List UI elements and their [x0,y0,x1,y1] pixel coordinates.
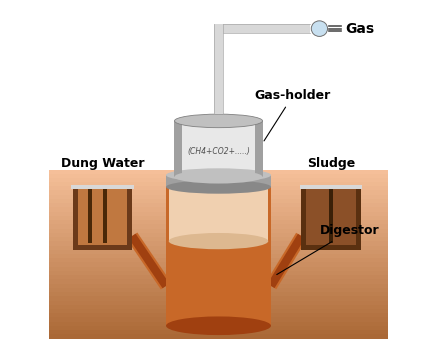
Bar [49,211,388,217]
Bar [49,326,388,332]
Ellipse shape [166,168,271,182]
Bar [49,292,388,298]
Bar [49,190,388,196]
Ellipse shape [166,174,271,193]
Bar [302,185,306,250]
Ellipse shape [311,21,328,36]
Bar [300,185,362,189]
Bar [49,169,388,175]
Bar [306,185,356,245]
Bar [49,271,388,276]
Bar [78,185,128,245]
Bar [49,284,388,289]
Bar [174,121,263,177]
Bar [49,241,388,247]
Bar [49,245,388,251]
Bar [49,199,388,205]
Bar [49,228,388,234]
Bar [49,186,388,192]
Ellipse shape [166,180,271,194]
Ellipse shape [174,114,263,128]
Bar [49,318,388,323]
Bar [166,184,271,326]
Bar [49,335,388,340]
Bar [49,313,388,319]
Text: Gas: Gas [345,22,374,36]
Bar [49,220,388,226]
Bar [169,184,268,241]
Text: Dung Water: Dung Water [61,157,144,170]
Bar [214,24,223,114]
Bar [49,195,388,200]
Bar [128,185,132,250]
Text: Gas-holder: Gas-holder [255,89,331,141]
Bar [302,245,361,250]
Bar [104,189,107,243]
Bar [49,309,388,314]
Bar [73,245,132,250]
Text: (CH4+CO2+.....): (CH4+CO2+.....) [187,147,250,156]
Ellipse shape [174,170,263,184]
Bar [356,185,361,250]
Bar [73,185,78,250]
Bar [49,203,388,209]
Bar [49,178,388,183]
Bar [255,121,263,177]
Bar [49,1,388,170]
Bar [49,207,388,213]
Bar [49,305,388,310]
Bar [329,189,333,243]
Bar [49,250,388,255]
Bar [49,267,388,272]
Bar [71,185,134,189]
Text: Digestor: Digestor [277,224,380,275]
Bar [49,275,388,281]
Bar [49,288,388,293]
Bar [49,237,388,243]
Bar [49,173,388,179]
Bar [49,254,388,259]
Bar [49,224,388,230]
Bar [223,24,310,33]
Bar [49,279,388,285]
Bar [49,330,388,336]
Bar [49,233,388,238]
Ellipse shape [169,175,268,192]
Bar [49,322,388,327]
Bar [49,258,388,264]
Ellipse shape [169,233,268,249]
Bar [49,301,388,306]
Bar [88,189,91,243]
Bar [174,121,182,177]
Bar [49,262,388,268]
Bar [49,182,388,188]
Ellipse shape [166,317,271,335]
Bar [49,216,388,221]
Bar [166,175,271,187]
Text: Sludge: Sludge [307,157,355,170]
Bar [49,296,388,302]
